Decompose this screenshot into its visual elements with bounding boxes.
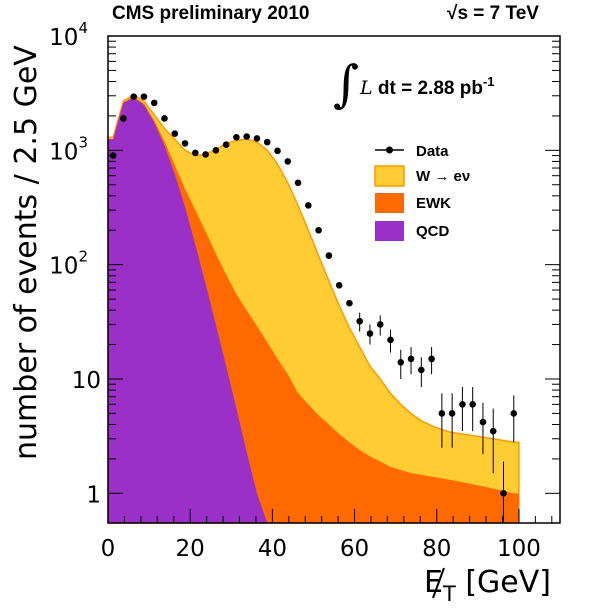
area-qcd [108,97,519,523]
integral-sign: ∫ [333,55,359,113]
data-point [469,401,476,408]
y-tick-exp: 4 [78,19,88,37]
x-label-E: E [424,565,443,600]
y-axis-label: number of events / 2.5 GeV [9,45,44,460]
x-tick-label: 20 [176,536,205,562]
data-points [109,93,518,523]
data-point [192,149,199,157]
data-point [418,366,425,374]
data-point [243,133,250,140]
data-point [325,252,333,259]
data-point [233,134,240,141]
x-tick-label: 40 [258,536,287,562]
luminosity-text: L dt = 2.88 pb-1 [359,74,495,99]
x-tick-label: 0 [101,536,116,562]
data-point [428,355,435,363]
x-axis-label-symbol: ET [GeV] [424,565,551,606]
x-label-sub: T [442,582,456,606]
y-tick-label: 104 [49,19,88,51]
legend-swatch-ewk [375,193,404,213]
x-axis-label: ET [GeV] [424,565,551,606]
sqrt-glyph: √ [447,3,458,24]
data-point [212,147,220,154]
x-label-slash [432,567,445,599]
data-point [181,140,189,147]
y-tick-label: 10 [72,368,101,394]
data-point [397,358,405,366]
data-point [284,158,292,165]
lumi-L: L [359,77,373,99]
x-tick-label: 60 [340,536,369,562]
y-tick-base: 10 [49,139,78,165]
data-point [448,410,456,417]
y-tick-label: 102 [49,248,88,280]
data-point [150,99,158,107]
data-point [140,93,148,100]
luminosity-annotation: ∫ L dt = 2.88 pb-1 [333,55,495,113]
header-title: CMS preliminary 2010 [112,3,309,24]
x-tick-label: 80 [422,536,451,562]
y-tick-label: 1 [86,482,101,508]
data-point [387,336,394,344]
y-tick-label: 103 [49,133,88,165]
stacked-areas [107,94,520,524]
data-point [500,490,507,497]
plot-frame [107,35,561,524]
data-point [489,427,497,435]
lumi-value: dt = 2.88 pb [373,78,483,99]
axis-ticks [107,35,560,523]
data-point [315,226,322,234]
data-point [459,401,466,408]
data-point [346,299,353,307]
x-tick-label: 100 [497,536,541,562]
energy-symbol: s [457,3,468,24]
legend-label-data: Data [416,143,449,160]
data-point [479,418,487,426]
data-point [376,321,384,328]
y-tick-base: 10 [49,254,78,280]
legend-label-ewk: EWK [416,195,451,212]
data-point [294,179,302,187]
data-point [120,115,127,122]
legend-label-w: W → eν [416,168,470,185]
legend-swatch-w [374,165,405,187]
lumi-sup: -1 [483,74,495,89]
legend-data-marker [386,146,393,154]
data-point [305,202,312,209]
data-point [130,93,137,100]
data-point [366,330,374,337]
energy-value: = 7 TeV [468,3,539,24]
y-tick-base: 10 [49,25,78,51]
header-energy: √s = 7 TeV [447,3,539,24]
data-point [335,281,343,289]
data-point [171,130,179,137]
data-point [253,135,261,142]
data-point [109,152,117,159]
legend: Data W → eν EWK QCD [374,143,470,241]
y-tick-exp: 2 [78,248,88,266]
data-point [274,147,281,155]
data-point [356,317,363,325]
plot-border [107,35,561,524]
legend-label-qcd: QCD [416,223,450,240]
data-point [263,138,271,146]
data-point [222,141,230,149]
data-point [161,115,168,122]
data-point [407,355,415,363]
data-point [438,410,446,417]
data-point [510,410,518,417]
legend-swatch-qcd [375,221,404,241]
data-point [202,151,209,158]
x-label-unit: [GeV] [456,565,551,600]
y-tick-exp: 3 [78,133,88,151]
